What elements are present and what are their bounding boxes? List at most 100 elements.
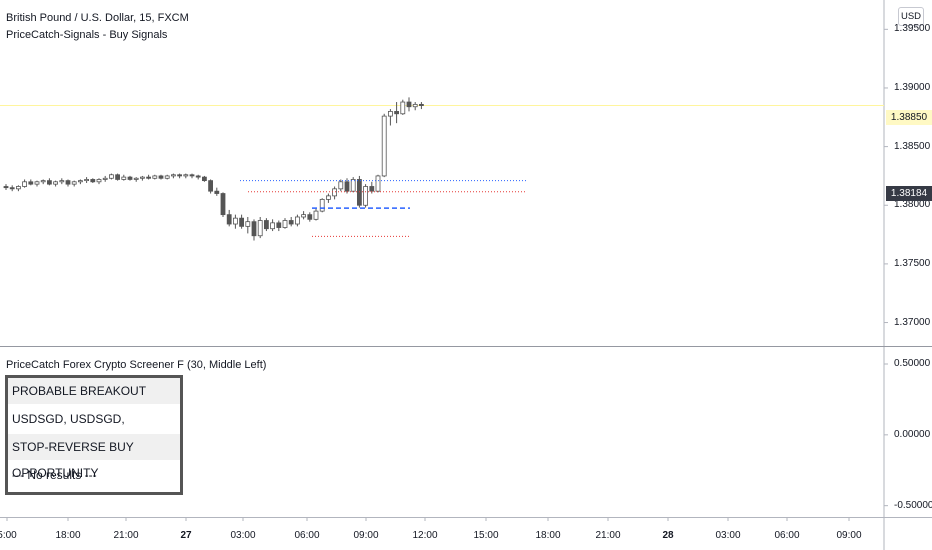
screener-row: --- No results ---: [12, 468, 97, 482]
candle: [146, 176, 152, 179]
candle: [15, 186, 21, 190]
time-tick-label: 15:00: [473, 530, 499, 541]
candle: [369, 186, 375, 192]
price-tick-label: 1.39000: [894, 81, 931, 93]
candle: [356, 179, 362, 206]
candle: [78, 180, 83, 183]
crosshair-price-badge: 1.38184: [886, 186, 932, 201]
candle: [276, 222, 282, 228]
candle: [189, 174, 195, 177]
candle: [350, 179, 356, 192]
candle: [59, 180, 65, 183]
candle: [183, 174, 189, 177]
candle: [34, 181, 40, 185]
candle: [363, 186, 369, 206]
candle: [381, 115, 387, 177]
time-tick-label: 09:00: [836, 530, 862, 541]
indicator-legend[interactable]: PriceCatch-Signals - Buy Signals: [6, 29, 168, 41]
time-tick-label: 21:00: [595, 530, 621, 541]
candle: [214, 190, 220, 194]
candle: [406, 101, 412, 108]
candle: [239, 217, 245, 227]
candle: [282, 220, 288, 228]
candle: [47, 180, 52, 185]
time-tick-label: 18:00: [55, 530, 81, 541]
candle: [9, 187, 15, 190]
candle: [3, 186, 9, 189]
pane2-tick-label: 0.00000: [894, 428, 931, 440]
price-tick-label: 1.39500: [894, 23, 931, 35]
candle: [257, 220, 263, 237]
candle: [115, 174, 120, 180]
candle: [152, 175, 158, 179]
time-tick-label: 06:00: [294, 530, 320, 541]
candle: [164, 175, 170, 179]
time-tick-label: 06:00: [774, 530, 800, 541]
candle: [375, 175, 381, 192]
price-tick-label: 1.38500: [894, 140, 931, 152]
candle: [319, 198, 325, 212]
candle: [121, 176, 127, 180]
candle: [332, 188, 338, 197]
candle: [294, 216, 300, 225]
pane2-tick-label: -0.50000: [894, 499, 932, 511]
time-tick-label: 28: [662, 530, 674, 541]
candle: [158, 175, 164, 179]
candle: [288, 220, 294, 225]
candle: [53, 181, 58, 185]
candle: [139, 176, 145, 179]
time-tick-label: 5:00: [0, 530, 17, 541]
candle: [270, 222, 276, 230]
candle: [109, 174, 114, 179]
symbol-legend[interactable]: British Pound / U.S. Dollar, 15, FXCM: [6, 12, 189, 24]
candle: [400, 101, 406, 115]
candle: [133, 177, 139, 180]
candle: [84, 179, 89, 182]
candle: [232, 217, 238, 225]
time-tick-label: 03:00: [230, 530, 256, 541]
price-tick-label: 1.37500: [894, 257, 931, 269]
screener-table: PROBABLE BREAKOUT USDSGD, USDSGD, STOP-R…: [5, 375, 183, 495]
candle: [22, 181, 28, 187]
candle: [263, 220, 269, 230]
screener-row: USDSGD, USDSGD,: [12, 412, 125, 426]
candle: [71, 181, 77, 185]
time-tick-label: 21:00: [113, 530, 139, 541]
price-tick-label: 1.37000: [894, 316, 931, 328]
time-tick-label: 18:00: [535, 530, 561, 541]
time-tick-label: 09:00: [353, 530, 379, 541]
time-tick-label: 27: [180, 530, 192, 541]
candle: [65, 180, 71, 185]
candle: [313, 210, 319, 220]
candle: [102, 177, 108, 180]
screener-row: PROBABLE BREAKOUT: [8, 378, 180, 404]
candle: [195, 175, 201, 178]
pane2-tick-label: 0.50000: [894, 358, 931, 369]
last-price-badge: 1.38850: [886, 110, 932, 125]
candle: [394, 111, 400, 115]
candle: [28, 181, 34, 185]
candle: [208, 180, 214, 192]
candle: [251, 221, 257, 237]
candle: [220, 193, 226, 216]
candle: [344, 181, 350, 192]
candle: [307, 214, 313, 220]
candle: [90, 179, 96, 183]
candle: [201, 176, 207, 182]
candle: [412, 103, 418, 108]
candle: [387, 111, 393, 117]
candle: [226, 214, 232, 225]
candle: [170, 174, 176, 177]
candle: [301, 214, 307, 218]
candle: [96, 179, 102, 183]
screener-legend[interactable]: PriceCatch Forex Crypto Screener F (30, …: [6, 359, 267, 371]
screener-row: STOP-REVERSE BUY OPPORTUNITY: [8, 434, 180, 480]
candle: [418, 103, 424, 106]
candle: [177, 174, 183, 177]
candle: [127, 176, 133, 180]
price-tick-label: 1.38000: [894, 199, 931, 211]
candle: [325, 195, 331, 200]
time-tick-label: 03:00: [715, 530, 741, 541]
currency-button[interactable]: USD: [898, 7, 924, 26]
